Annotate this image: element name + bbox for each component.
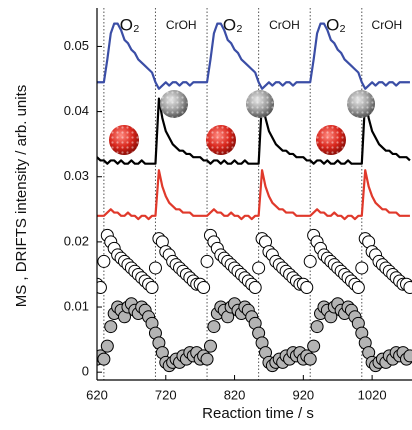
data-line bbox=[97, 169, 410, 221]
data-point bbox=[197, 280, 211, 294]
x-tick-label: 720 bbox=[155, 387, 177, 402]
data-point bbox=[248, 280, 262, 294]
data-point bbox=[403, 280, 412, 294]
particle-icon bbox=[347, 90, 375, 118]
particle-icon bbox=[316, 125, 346, 155]
y-tick-label: 0.02 bbox=[64, 233, 89, 248]
y-tick-label: 0 bbox=[82, 364, 89, 379]
phase-label: CrOH bbox=[372, 18, 403, 32]
particle-icon bbox=[109, 125, 139, 155]
data-point bbox=[300, 280, 314, 294]
data-point bbox=[303, 254, 317, 268]
phase-label: CrOH bbox=[269, 18, 300, 32]
plot-area bbox=[97, 8, 412, 380]
x-tick-label: 620 bbox=[86, 387, 108, 402]
data-point bbox=[203, 339, 217, 353]
data-point bbox=[200, 352, 214, 366]
particle-icons bbox=[109, 90, 375, 155]
data-point bbox=[97, 352, 111, 366]
data-point bbox=[355, 261, 369, 275]
data-point bbox=[104, 320, 118, 334]
data-point bbox=[148, 261, 162, 275]
data-point bbox=[252, 261, 266, 275]
x-tick-label: 920 bbox=[292, 387, 314, 402]
data-point bbox=[200, 254, 214, 268]
particle-icon bbox=[206, 125, 236, 155]
phase-label: O₂ bbox=[326, 15, 346, 34]
data-point bbox=[97, 280, 107, 294]
data-point bbox=[351, 280, 365, 294]
data-point bbox=[97, 254, 111, 268]
data-line bbox=[97, 97, 411, 165]
y-tick-label: 0.04 bbox=[64, 103, 89, 118]
x-axis-title: Reaction time / s bbox=[202, 405, 314, 422]
y-axis-title: MS , DRIFTS intensity / arb. units bbox=[13, 85, 30, 308]
data-point bbox=[403, 349, 412, 363]
y-tick-label: 0.05 bbox=[64, 38, 89, 53]
phase-label: O₂ bbox=[120, 15, 140, 34]
particle-icon bbox=[246, 90, 274, 118]
phase-label: O₂ bbox=[223, 15, 243, 34]
data-point bbox=[145, 280, 159, 294]
y-tick-label: 0.01 bbox=[64, 298, 89, 313]
data-point bbox=[307, 339, 321, 353]
y-tick-label: 0.03 bbox=[64, 168, 89, 183]
data-line bbox=[97, 22, 410, 90]
particle-icon bbox=[160, 90, 188, 118]
data-point bbox=[303, 352, 317, 366]
x-tick-label: 1020 bbox=[358, 387, 387, 402]
phase-label: CrOH bbox=[166, 18, 197, 32]
data-point bbox=[100, 339, 114, 353]
data-point bbox=[310, 320, 324, 334]
x-tick-label: 820 bbox=[224, 387, 246, 402]
data-point bbox=[207, 320, 221, 334]
